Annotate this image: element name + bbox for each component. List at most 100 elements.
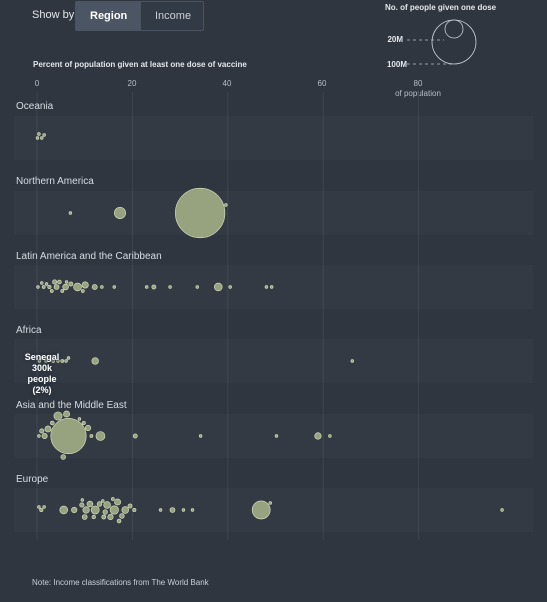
- country-bubble: [36, 285, 40, 289]
- annotation-percent: (2%): [32, 385, 52, 395]
- country-bubble: [274, 434, 279, 438]
- country-bubble: [107, 513, 114, 521]
- country-bubble: [40, 136, 44, 140]
- country-bubble: [42, 133, 46, 137]
- senegal-annotation: Senegal 300k people (2%): [20, 352, 64, 396]
- legend-circle-small: [444, 19, 464, 39]
- country-bubble: [53, 284, 60, 290]
- show-by-label: Show by: [32, 9, 75, 21]
- country-bubble: [116, 518, 122, 524]
- country-bubble: [37, 132, 41, 136]
- country-bubble: [79, 502, 85, 508]
- region-option[interactable]: Region: [76, 2, 140, 30]
- country-bubble: [350, 359, 354, 363]
- country-bubble: [84, 424, 92, 432]
- country-bubble: [37, 505, 41, 509]
- country-bubble: [37, 359, 42, 363]
- show-by-toggle[interactable]: Region Income: [75, 1, 204, 31]
- income-option[interactable]: Income: [140, 2, 203, 30]
- country-bubble: [103, 501, 111, 509]
- size-legend: 20M 100M: [387, 19, 477, 69]
- annotation-country: Senegal: [24, 352, 60, 362]
- country-bubble: [41, 433, 48, 439]
- country-bubble: [62, 283, 69, 291]
- country-bubble: [51, 359, 56, 363]
- size-legend-title: No. of people given one dose: [385, 3, 497, 12]
- country-bubble: [37, 434, 41, 438]
- country-bubble: [181, 508, 186, 512]
- country-bubble: [328, 434, 332, 438]
- country-bubble: [119, 513, 125, 519]
- country-bubble: [101, 499, 105, 503]
- country-bubble: [101, 514, 107, 520]
- country-bubble: [63, 410, 70, 418]
- country-bubble: [175, 187, 226, 239]
- country-bubble: [39, 428, 45, 434]
- country-bubble: [64, 280, 69, 284]
- country-bubble: [127, 503, 133, 509]
- country-bubble: [114, 207, 126, 219]
- country-bubble: [151, 284, 157, 290]
- region-label-northern-america: Northern America: [16, 176, 94, 187]
- country-bubble: [50, 417, 87, 455]
- country-bubble: [60, 289, 65, 293]
- country-bubble: [132, 507, 137, 513]
- country-bubble: [35, 136, 40, 140]
- country-bubble: [81, 420, 86, 426]
- country-bubble: [500, 508, 504, 512]
- country-bubble: [80, 498, 85, 502]
- country-bubble: [90, 505, 100, 515]
- country-bubble: [145, 285, 149, 289]
- country-bubble: [109, 505, 119, 515]
- country-bubble: [44, 282, 49, 286]
- country-bubble: [41, 285, 46, 289]
- x-tick-0: 0: [34, 79, 40, 88]
- country-bubble: [91, 357, 99, 365]
- country-bubble: [49, 289, 54, 293]
- country-bubble: [96, 501, 103, 507]
- legend-label-100m: 100M: [387, 60, 407, 69]
- region-band: [14, 116, 533, 160]
- country-bubble: [57, 279, 62, 285]
- annotation-people: 300k people: [27, 363, 57, 384]
- region-band: [14, 191, 533, 235]
- country-bubble: [214, 282, 223, 292]
- country-bubble: [112, 285, 116, 289]
- country-bubble: [47, 357, 51, 361]
- country-bubble: [95, 431, 106, 441]
- country-bubble: [158, 508, 163, 512]
- country-bubble: [224, 203, 228, 207]
- region-label-latin-america: Latin America and the Caribbean: [16, 251, 162, 262]
- country-bubble: [121, 506, 129, 514]
- country-bubble: [91, 284, 98, 290]
- country-bubble: [110, 497, 115, 501]
- country-bubble: [53, 411, 63, 421]
- country-bubble: [73, 282, 82, 292]
- country-bubble: [264, 285, 269, 289]
- country-bubble: [114, 498, 122, 506]
- country-bubble: [81, 514, 88, 520]
- country-bubble: [102, 509, 108, 515]
- region-label-oceania: Oceania: [16, 101, 54, 112]
- region-label-africa: Africa: [16, 325, 42, 336]
- x-tick-20: 20: [127, 79, 137, 88]
- country-bubble: [190, 508, 195, 512]
- country-bubble: [314, 432, 322, 440]
- country-bubble: [198, 434, 203, 438]
- country-bubble: [39, 507, 44, 513]
- country-bubble: [195, 285, 199, 289]
- x-axis-title: Percent of population given at least one…: [33, 60, 247, 69]
- x-tick-60: 60: [317, 79, 327, 88]
- footnote: Note: Income classifications from The Wo…: [32, 578, 209, 587]
- country-bubble: [56, 359, 60, 363]
- country-bubble: [268, 501, 272, 505]
- country-bubble: [169, 507, 176, 513]
- country-bubble: [81, 281, 89, 289]
- country-bubble: [44, 359, 48, 363]
- country-bubble: [251, 500, 271, 520]
- country-bubble: [40, 356, 44, 360]
- region-label-asia: Asia and the Middle East: [16, 400, 127, 411]
- legend-label-20m: 20M: [387, 35, 403, 44]
- country-bubble: [86, 500, 94, 508]
